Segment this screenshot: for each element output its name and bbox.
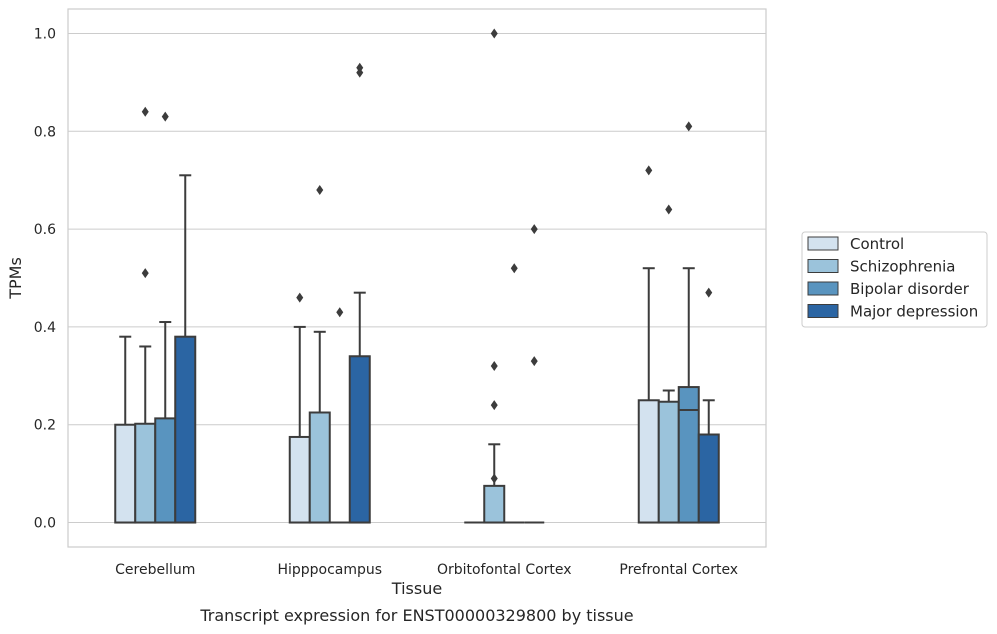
- outlier-point: [685, 121, 693, 132]
- box-control-hipppocampus: [288, 292, 311, 524]
- legend-label: Schizophrenia: [850, 258, 955, 276]
- legend-swatch: [807, 259, 839, 273]
- x-axis: Cerebellum Hipppocampus Orbitofontal Corte…: [115, 562, 738, 578]
- legend-label: Bipolar disorder: [850, 280, 970, 298]
- outlier-point: [141, 106, 149, 117]
- box-bipolar-disorder-prefrontal-cortex: [677, 121, 700, 524]
- box-control-prefrontal-cortex: [637, 165, 660, 524]
- x-tick-label: Hipppocampus: [277, 562, 382, 578]
- y-tick-label: 1.0: [34, 26, 56, 42]
- outlier-point: [510, 263, 518, 274]
- outlier-point: [705, 287, 713, 298]
- series-bipolar-disorder: [154, 111, 700, 524]
- box-schizophrenia-cerebellum: [134, 106, 157, 524]
- y-tick-label: 0.6: [34, 222, 56, 238]
- outlier-point: [356, 62, 364, 73]
- series-control: [114, 165, 660, 524]
- box-body: [657, 400, 680, 524]
- outlier-point: [490, 361, 498, 372]
- outlier-point: [530, 224, 538, 235]
- legend-swatch: [807, 236, 839, 251]
- legend-item-bipolar-disorder: Bipolar disorder: [807, 280, 970, 298]
- x-axis-label: Tissue: [391, 579, 442, 598]
- legend-frame: [801, 231, 988, 328]
- legend-item-schizophrenia: Schizophrenia: [807, 258, 955, 276]
- outlier-point: [490, 473, 498, 484]
- y-tick-label: 0.8: [34, 124, 56, 140]
- box-body: [174, 335, 197, 524]
- box-major-depression-orbitofontal-cortex: [524, 224, 545, 524]
- y-axis: 0.0 0.2 0.4 0.6 0.8 1.0: [34, 26, 56, 531]
- legend-item-major-depression: Major depression: [807, 303, 978, 321]
- legend-swatch: [807, 281, 839, 296]
- legend-label: Control: [850, 235, 904, 253]
- outlier-point: [665, 204, 673, 215]
- box-major-depression-cerebellum: [174, 174, 197, 524]
- outlier-point: [161, 111, 169, 122]
- box-body: [637, 399, 660, 524]
- y-tick-label: 0.2: [34, 418, 56, 434]
- legend-swatch: [807, 304, 839, 318]
- chart-caption: Transcript expression for ENST0000032980…: [200, 606, 634, 625]
- box-control-cerebellum: [114, 335, 137, 524]
- plot-frame: [67, 8, 767, 548]
- outlier-point: [490, 28, 498, 39]
- outlier-point: [296, 292, 304, 303]
- outlier-point: [530, 356, 538, 367]
- box-body: [134, 422, 157, 524]
- x-tick-label: Prefrontal Cortex: [619, 562, 738, 578]
- outlier-point: [336, 307, 344, 318]
- outlier-point: [316, 184, 324, 195]
- y-axis-label: TPMs: [6, 257, 25, 300]
- box-major-depression-prefrontal-cortex: [697, 287, 720, 524]
- outlier-point: [490, 400, 498, 411]
- box-bipolar-disorder-cerebellum: [154, 111, 177, 524]
- box-body: [348, 355, 371, 524]
- box-body: [308, 411, 331, 524]
- x-tick-label: Orbitofontal Cortex: [437, 562, 572, 578]
- box-body: [114, 423, 137, 524]
- box-body: [288, 435, 311, 524]
- box-schizophrenia-hipppocampus: [308, 184, 331, 524]
- box-bipolar-disorder-orbitofontal-cortex: [504, 263, 525, 524]
- box-series: [114, 28, 720, 524]
- y-tick-label: 0.0: [34, 516, 56, 532]
- outlier-point: [645, 165, 653, 176]
- box-bipolar-disorder-hipppocampus: [329, 307, 350, 524]
- box-major-depression-hipppocampus: [348, 62, 371, 524]
- box-body: [483, 484, 506, 524]
- legend-item-control: Control: [807, 235, 904, 253]
- legend-label: Major depression: [850, 303, 978, 321]
- y-tick-label: 0.4: [34, 320, 56, 336]
- outlier-point: [141, 268, 149, 279]
- box-schizophrenia-orbitofontal-cortex: [483, 28, 506, 524]
- series-major-depression: [174, 62, 720, 524]
- box-body: [154, 417, 177, 524]
- legend: Control Schizophrenia Bipolar disorder Majo…: [801, 231, 988, 328]
- x-tick-label: Cerebellum: [115, 562, 195, 578]
- box-body: [677, 386, 700, 524]
- series-schizophrenia: [134, 28, 680, 524]
- box-body: [697, 433, 720, 524]
